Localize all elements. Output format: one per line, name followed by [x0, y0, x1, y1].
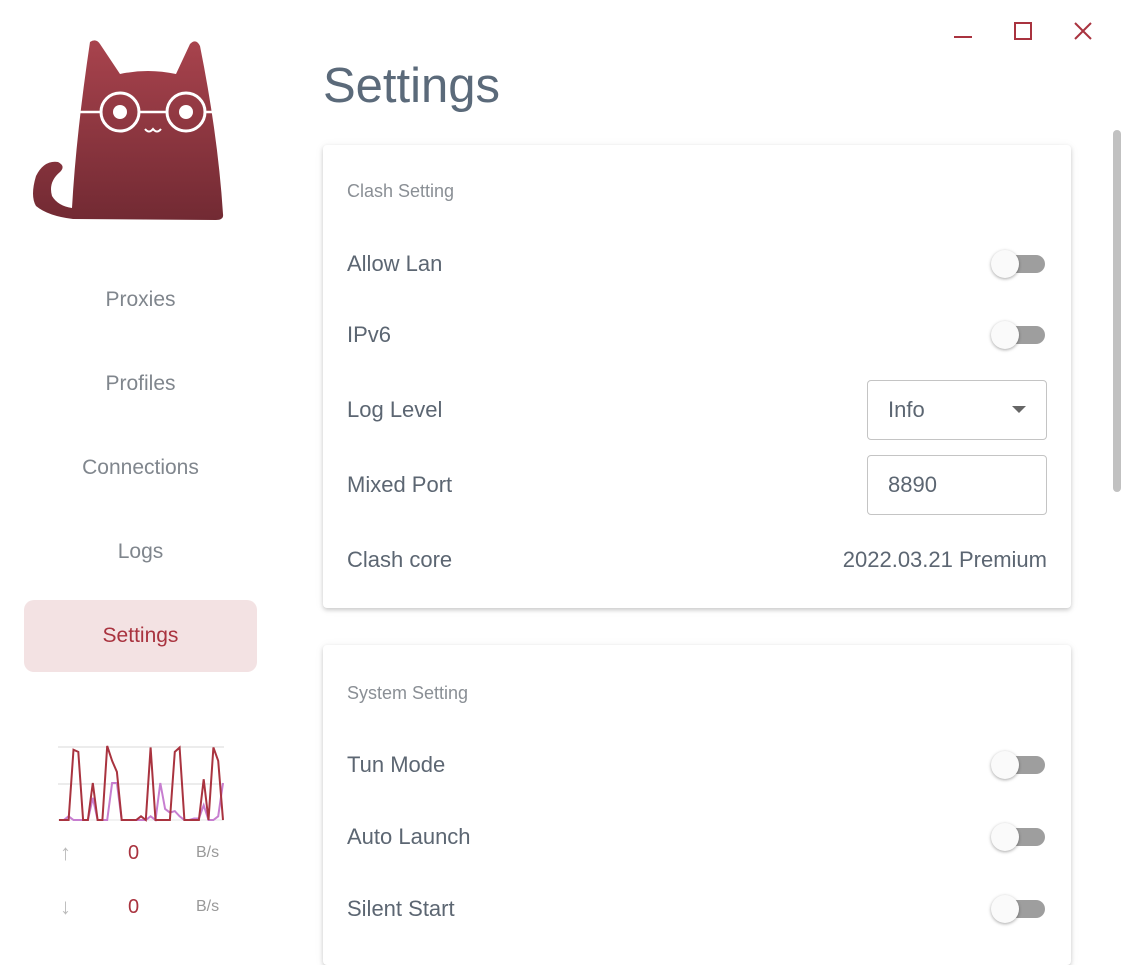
card-header: System Setting — [347, 683, 469, 703]
close-icon — [1074, 22, 1092, 40]
card-header: Clash Setting — [347, 181, 455, 201]
allow-lan-toggle[interactable] — [991, 249, 1047, 279]
scrollbar[interactable] — [1113, 130, 1121, 492]
cat-logo — [33, 40, 224, 221]
log-level-select[interactable]: Info — [867, 380, 1047, 440]
arrow-up-icon: ↑ — [60, 840, 71, 865]
clash-setting-card: Clash Setting Allow Lan IPv6 Log Level I… — [323, 145, 1071, 608]
traffic-graph — [58, 745, 224, 822]
nav-proxies[interactable]: Proxies — [24, 264, 257, 336]
system-setting-card: System Setting Tun Mode Auto Launch Sile… — [323, 645, 1071, 965]
close-button[interactable] — [1066, 14, 1100, 48]
upload-unit: B/s — [196, 844, 220, 861]
nav-connections[interactable]: Connections — [24, 432, 257, 504]
select-value: Info — [888, 397, 925, 422]
traffic-series-line — [59, 745, 224, 822]
row-label: IPv6 — [347, 322, 392, 347]
download-value: 0 — [128, 896, 140, 918]
maximize-icon — [1014, 22, 1032, 40]
row-label: Log Level — [347, 397, 443, 422]
minimize-icon — [954, 36, 972, 38]
silent-start-row: Silent Start — [347, 879, 1047, 939]
log-level-row: Log Level Info — [347, 380, 1047, 440]
auto-launch-row: Auto Launch — [347, 807, 1047, 867]
nav-logs[interactable]: Logs — [24, 516, 257, 588]
mixed-port-input[interactable] — [867, 455, 1047, 515]
row-label: Auto Launch — [347, 824, 471, 849]
maximize-button[interactable] — [1006, 14, 1040, 48]
download-speed: ↓ 0 B/s — [58, 894, 228, 924]
arrow-down-icon: ↓ — [60, 894, 71, 919]
clash-core-version: 2022.03.21 Premium — [842, 547, 1047, 572]
download-unit: B/s — [196, 898, 220, 915]
sidebar: Proxies Profiles Connections Logs Settin… — [0, 0, 282, 937]
nav-profiles[interactable]: Profiles — [24, 348, 257, 420]
nav-label: Profiles — [105, 372, 176, 395]
caret-down-icon — [1012, 406, 1026, 413]
minimize-button[interactable] — [946, 14, 980, 48]
tun-mode-row: Tun Mode — [347, 735, 1047, 795]
ipv6-row: IPv6 — [347, 305, 1047, 365]
tun-mode-toggle[interactable] — [991, 750, 1047, 780]
upload-value: 0 — [128, 842, 140, 864]
row-label: Clash core — [347, 547, 453, 572]
ipv6-toggle[interactable] — [991, 320, 1047, 350]
allow-lan-row: Allow Lan — [347, 234, 1047, 294]
row-label: Allow Lan — [347, 251, 443, 276]
clash-core-row: Clash core 2022.03.21 Premium — [347, 530, 1047, 590]
upload-speed: ↑ 0 B/s — [58, 840, 228, 870]
nav-label: Settings — [102, 624, 179, 647]
row-label: Tun Mode — [347, 752, 446, 777]
nav-label: Logs — [117, 540, 164, 563]
silent-start-toggle[interactable] — [991, 894, 1047, 924]
nav-label: Connections — [82, 456, 199, 479]
nav-label: Proxies — [105, 288, 176, 311]
nav-settings[interactable]: Settings — [24, 600, 257, 672]
mixed-port-row: Mixed Port — [347, 455, 1047, 515]
auto-launch-toggle[interactable] — [991, 822, 1047, 852]
page-title: Settings — [323, 59, 501, 113]
row-label: Silent Start — [347, 896, 455, 921]
row-label: Mixed Port — [347, 472, 453, 497]
